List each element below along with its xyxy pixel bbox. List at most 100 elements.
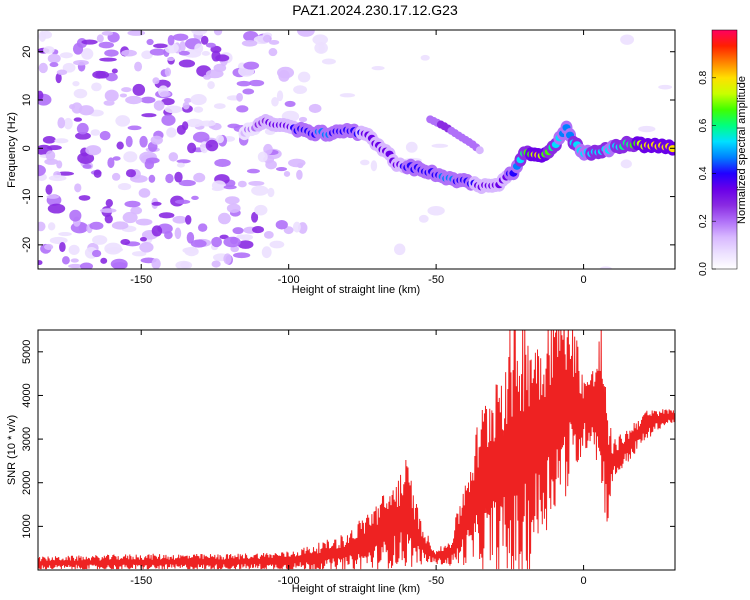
spectrogram-noise-cell — [254, 204, 268, 216]
spectrogram-noise-cell — [252, 226, 264, 234]
x-tick-label: -50 — [428, 274, 444, 286]
spectrogram-noise-cell — [104, 242, 122, 255]
spectrogram-noise-cell — [427, 205, 445, 216]
figure-title: PAZ1.2024.230.17.12.G23 — [292, 2, 458, 18]
spectrogram-y-label: Frequency (Hz) — [6, 112, 18, 188]
spectrogram-noise-cell — [172, 215, 188, 224]
spectrogram-noise-cell — [431, 143, 449, 148]
x-tick-label: 0 — [581, 274, 587, 286]
spectrogram-noise-cell — [166, 127, 177, 138]
spectrogram-noise-cell — [192, 131, 210, 143]
x-tick-label: -100 — [278, 274, 300, 286]
spectrogram-noise-cell — [105, 199, 113, 208]
y-tick-label: -20 — [21, 237, 33, 253]
spectrogram-noise-cell — [48, 175, 67, 182]
spectrogram-noise-cell — [63, 117, 73, 130]
colorbar-gradient-rect — [711, 29, 738, 270]
spectrogram-noise-cell — [158, 212, 175, 219]
spectrogram-noise-cell — [292, 221, 301, 233]
spectrogram-noise-cell — [296, 169, 303, 180]
spectrogram-noise-cell — [68, 263, 83, 269]
spectrogram-noise-cell — [43, 46, 55, 54]
spectrogram-noise-cell — [164, 42, 179, 54]
spectrogram-noise-cell — [45, 150, 56, 161]
spectrogram-noise-cell — [56, 69, 68, 76]
spectrogram-noise-cell — [187, 142, 197, 154]
x-tick-label: -150 — [130, 274, 152, 286]
spectrogram-noise-cell — [81, 48, 94, 60]
spectrogram-noise-cell — [360, 159, 370, 166]
spectrogram-noise-cell — [79, 262, 93, 269]
spectrogram-noise-cell — [78, 105, 94, 116]
spectrogram-noise-cell — [112, 262, 128, 269]
spectrogram-noise-cell — [243, 61, 260, 70]
snr-y-label: SNR (10 * v/v) — [6, 415, 18, 485]
spectrogram-noise-cell — [144, 159, 155, 170]
spectrogram-noise-cell — [125, 135, 133, 148]
spectrogram-noise-cell — [99, 57, 117, 62]
spectrogram-noise-cell — [78, 195, 91, 201]
spectrogram-noise-cell — [92, 249, 102, 258]
spectrogram-noise-cell — [99, 208, 117, 213]
spectrogram-noise-cell — [174, 199, 191, 204]
spectrogram-noise-cell — [211, 236, 222, 248]
spectrogram-noise-cell — [207, 81, 215, 90]
spectrogram-noise-cell — [658, 84, 673, 90]
colorbar-tick-label: 0.0 — [698, 262, 709, 276]
spectrogram-noise-cell — [47, 203, 66, 214]
spectrogram-noise-cell — [119, 93, 128, 98]
y-tick-label: -10 — [21, 189, 33, 205]
spectrogram-noise-cell — [236, 92, 243, 102]
spectrogram-frame — [37, 29, 676, 270]
colorbar-ticks: 0.0 0.2 0.4 0.6 0.8 — [698, 70, 716, 276]
spectrogram-noise-cell — [293, 85, 308, 95]
spectrogram-x-label: Height of straight line (km) — [292, 284, 420, 296]
spectrogram-noise-cell — [191, 30, 208, 36]
x-tick-label: -50 — [428, 575, 444, 587]
y-tick-label: 1000 — [21, 514, 33, 538]
spectrogram-noise-cell — [91, 82, 102, 92]
spectrogram-noise-cell — [283, 171, 291, 177]
spectrogram-noise-cell — [68, 244, 80, 255]
spectrogram-noise-cell — [38, 62, 48, 74]
spectrogram-noise-cell — [275, 166, 288, 172]
spectrogram-noise-cell — [100, 257, 108, 264]
x-tick-label: -100 — [278, 575, 300, 587]
spectrogram-noise-cell — [149, 48, 166, 56]
spectrogram-noise-cell — [104, 89, 119, 102]
spectrogram-noise-cell — [73, 60, 89, 66]
spectrogram-noise-cell — [139, 242, 154, 253]
spectrogram-noise-cell — [271, 96, 279, 107]
spectrogram-noise-cell — [194, 43, 204, 54]
spectrogram-noise-cell — [174, 171, 183, 183]
spectrogram-noise-cell — [58, 231, 72, 237]
spectrogram-noise-cell — [251, 185, 269, 196]
snr-panel: -150 -100 -50 0 1000 2000 3000 4000 5000 Height… — [6, 329, 676, 595]
y-tick-label: 0 — [21, 145, 33, 151]
spectrogram-noise-cell — [276, 90, 284, 102]
spectrogram-noise-cell — [213, 63, 227, 73]
spectrogram-noise-cell — [236, 80, 252, 87]
spectrogram-noise-cell — [122, 211, 138, 224]
spectrogram-noise-cell — [49, 236, 68, 245]
spectrogram-noise-cell — [620, 159, 632, 169]
spectrogram-noise-cell — [176, 162, 185, 168]
spectrogram-noise-cell — [151, 225, 163, 237]
spectrogram-noise-cell — [370, 160, 378, 172]
spectrogram-noise-cell — [620, 34, 635, 45]
y-tick-label: 4000 — [21, 383, 33, 407]
spectrogram-noise-cell — [44, 243, 54, 250]
spectrogram-noise-cell — [139, 236, 147, 242]
spectrogram-noise-cell — [269, 240, 285, 249]
y-tick-label: 10 — [21, 94, 33, 106]
spectrogram-noise-cell — [184, 246, 199, 257]
spectrogram-noise-cell — [268, 48, 278, 57]
spectrogram-noise-cell — [49, 62, 59, 68]
spectrogram-noise-cell — [41, 30, 53, 39]
x-tick-label: 0 — [581, 575, 587, 587]
spectrogram-noise-cell — [223, 253, 232, 265]
spectrogram-noise-cell — [121, 87, 132, 93]
